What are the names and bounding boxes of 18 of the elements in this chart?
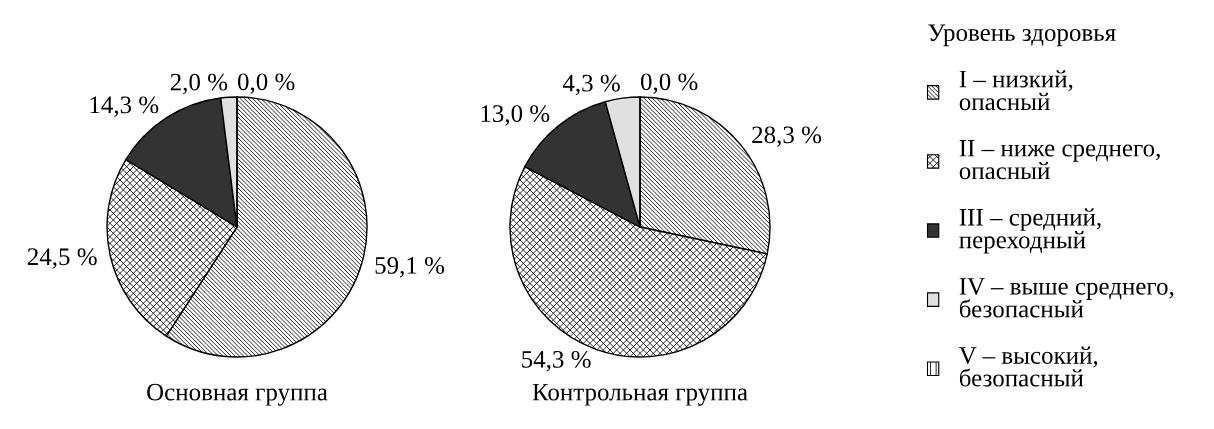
legend-label: III – средний, переходный: [959, 208, 1101, 254]
data-label: 13,0 %: [481, 105, 550, 126]
text: 0,0 %: [237, 73, 295, 94]
text: Контрольная группа: [532, 383, 748, 406]
text: Основная группа: [147, 383, 328, 406]
legend-label: V – высокий, безопасный: [959, 346, 1098, 387]
legend-label: IV – выше среднего, безопасный: [959, 278, 1174, 318]
text: 0,0 %: [640, 73, 698, 94]
data-label: 24,5 %: [27, 248, 97, 269]
data-label: 59,1 %: [375, 256, 445, 278]
data-label: 2,0 %: [170, 73, 228, 95]
legend-label: I – низкий, опасный: [959, 70, 1073, 111]
data-label: 14,3 %: [90, 96, 159, 117]
legend-title: Уровень здоровья: [928, 24, 1116, 47]
data-label: 54,3 %: [522, 350, 591, 372]
data-label: 28,3 %: [752, 126, 822, 147]
legend-label: II – ниже среднего, опасный: [959, 139, 1160, 180]
data-label: 4,3 %: [562, 74, 620, 96]
